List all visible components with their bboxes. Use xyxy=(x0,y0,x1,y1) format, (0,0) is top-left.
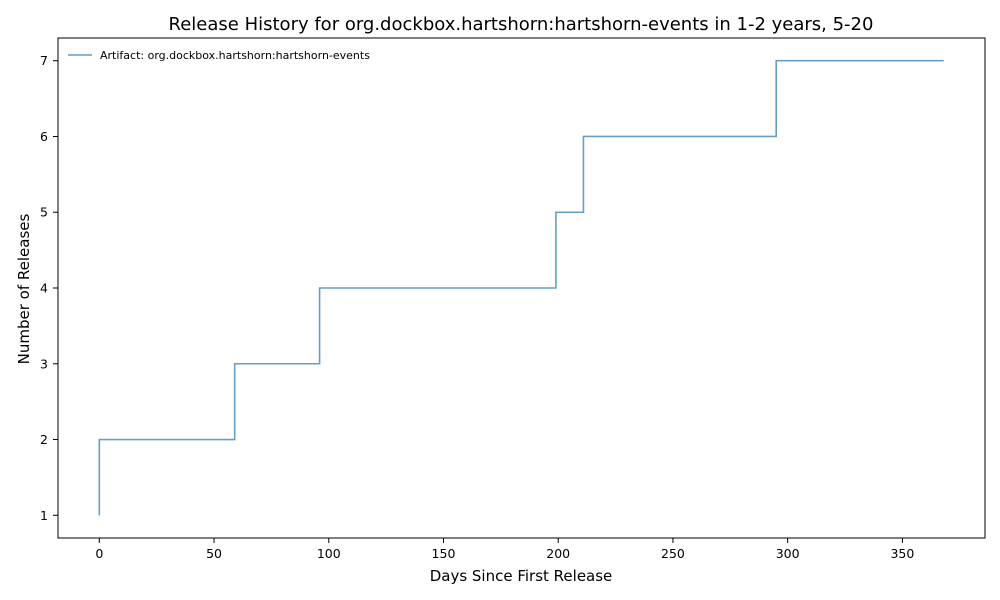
x-tick-label: 300 xyxy=(776,546,800,561)
y-axis-label: Number of Releases xyxy=(15,213,33,364)
x-tick-label: 150 xyxy=(432,546,456,561)
y-tick-label: 1 xyxy=(40,508,48,523)
y-tick-label: 4 xyxy=(40,281,48,296)
y-tick-label: 3 xyxy=(40,356,48,371)
legend: Artifact: org.dockbox.hartshorn:hartshor… xyxy=(68,49,370,62)
x-tick-label: 200 xyxy=(546,546,570,561)
legend-label: Artifact: org.dockbox.hartshorn:hartshor… xyxy=(100,49,370,62)
release-step-line xyxy=(98,59,944,516)
x-tick-label: 100 xyxy=(317,546,341,561)
y-tick-label: 7 xyxy=(40,53,48,68)
y-tick-label: 5 xyxy=(40,205,48,220)
x-tick-label: 250 xyxy=(661,546,685,561)
y-tick-label: 6 xyxy=(40,129,48,144)
y-axis-ticks: 1 2 3 4 5 6 7 xyxy=(40,53,58,523)
x-tick-label: 0 xyxy=(95,546,103,561)
series-layer xyxy=(98,59,944,516)
plot-area: 0 50 100 150 200 250 300 350 1 2 3 4 5 6 7 Artifact: … xyxy=(40,37,986,561)
x-axis-ticks: 0 50 100 150 200 250 300 350 xyxy=(95,538,914,561)
x-tick-label: 350 xyxy=(890,546,914,561)
chart-title: Release History for org.dockbox.hartshor… xyxy=(169,14,874,35)
y-tick-label: 2 xyxy=(40,432,48,447)
x-tick-label: 50 xyxy=(206,546,222,561)
x-axis-label: Days Since First Release xyxy=(430,567,613,585)
